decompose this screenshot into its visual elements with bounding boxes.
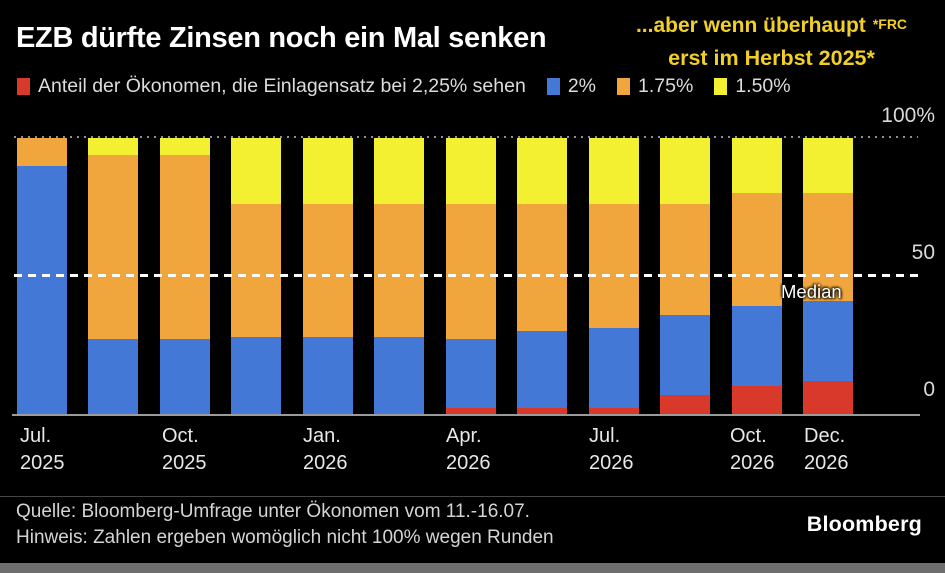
y-tick-50: 50 — [911, 241, 935, 264]
bar-segment-2 — [160, 339, 210, 414]
legend-label: Anteil der Ökonomen, die Einlagensatz be… — [38, 75, 526, 97]
bar-segment-1-75 — [17, 138, 67, 166]
bar-segment-1-75 — [160, 154, 210, 340]
legend-swatch-blue — [546, 78, 560, 95]
gridline-100-percent — [14, 136, 918, 138]
bar-segment-1-75 — [88, 154, 138, 340]
legend: Anteil der Ökonomen, die Einlagensatz be… — [17, 75, 812, 98]
bar-segment-2 — [17, 165, 67, 414]
bar-segment-anteil-der-konomen-die-einlagensatz-bei-2-25-sehen — [446, 408, 496, 414]
stacked-bar — [88, 138, 138, 414]
stacked-bar — [231, 138, 281, 414]
stacked-bar — [660, 138, 710, 414]
x-axis-label: Jul. 2025 — [20, 425, 65, 474]
legend-item-2-25-percent: Anteil der Ökonomen, die Einlagensatz be… — [17, 75, 526, 98]
annotation-line1: ...aber wenn überhaupt *FRC — [598, 10, 945, 43]
bar-segment-1-50 — [517, 138, 567, 205]
bar-segment-1-50 — [231, 138, 281, 205]
bar-segment-1-75 — [517, 204, 567, 332]
bar-segment-anteil-der-konomen-die-einlagensatz-bei-2-25-sehen — [803, 380, 853, 414]
bar-segment-1-50 — [803, 138, 853, 194]
x-axis-label: Apr. 2026 — [446, 425, 491, 474]
stacked-bar — [160, 138, 210, 414]
legend-item-1-50-percent: 1.50% — [714, 75, 791, 98]
y-tick-100: 100% — [881, 104, 935, 127]
legend-label: 1.50% — [735, 75, 791, 97]
bar-segment-2 — [660, 314, 710, 395]
bar-segment-1-50 — [732, 138, 782, 194]
x-axis-line — [12, 414, 920, 416]
annotation-line2: erst im Herbst 2025* — [668, 46, 875, 70]
bar-segment-2 — [303, 336, 353, 414]
bar-segment-1-50 — [160, 138, 210, 155]
x-axis-label: Oct. 2025 — [162, 425, 207, 474]
legend-swatch-orange — [617, 78, 631, 95]
bar-segment-1-50 — [88, 138, 138, 155]
legend-label: 1.75% — [638, 75, 694, 97]
stacked-bar — [303, 138, 353, 414]
stacked-bar — [17, 138, 67, 414]
stacked-bar — [732, 138, 782, 414]
bar-segment-2 — [589, 328, 639, 409]
bar-segment-1-75 — [803, 193, 853, 301]
bar-segment-anteil-der-konomen-die-einlagensatz-bei-2-25-sehen — [660, 394, 710, 414]
bar-segment-1-75 — [732, 193, 782, 307]
bar-segment-2 — [88, 339, 138, 414]
bar-segment-1-50 — [660, 138, 710, 205]
annotation-text: ...aber wenn überhaupt — [635, 14, 866, 37]
stacked-bar — [803, 138, 853, 414]
bar-segment-1-50 — [589, 138, 639, 205]
legend-swatch-yellow — [714, 78, 728, 95]
bar-segment-anteil-der-konomen-die-einlagensatz-bei-2-25-sehen — [732, 386, 782, 414]
bar-segment-anteil-der-konomen-die-einlagensatz-bei-2-25-sehen — [517, 408, 567, 414]
annotation: ...aber wenn überhaupt *FRC erst im Herbs… — [598, 10, 945, 74]
y-tick-0: 0 — [923, 378, 935, 401]
bar-segment-2 — [446, 339, 496, 409]
bar-segment-1-75 — [303, 204, 353, 337]
x-axis-label: Jan. 2026 — [303, 425, 348, 474]
legend-label: 2% — [567, 75, 597, 97]
bar-segment-1-50 — [446, 138, 496, 205]
bar-segment-1-75 — [589, 204, 639, 329]
stacked-bar — [374, 138, 424, 414]
bar-segment-anteil-der-konomen-die-einlagensatz-bei-2-25-sehen — [589, 408, 639, 414]
bar-segment-2 — [803, 300, 853, 381]
bar-segment-1-75 — [374, 204, 424, 337]
stacked-bar — [517, 138, 567, 414]
legend-item-1-75-percent: 1.75% — [617, 75, 693, 98]
median-dashed-line — [14, 274, 918, 277]
bar-segment-1-75 — [660, 204, 710, 315]
legend-item-2-percent: 2% — [546, 75, 597, 98]
stacked-bar — [446, 138, 496, 414]
bar-segment-1-50 — [374, 138, 424, 205]
bar-segment-2 — [517, 331, 567, 409]
note-text: Hinweis: Zahlen ergeben womöglich nicht … — [16, 527, 554, 548]
x-axis-label: Jul. 2026 — [589, 425, 634, 474]
x-axis-label: Dec. 2026 — [804, 425, 849, 474]
annotation-footnote-marker: *FRC — [872, 16, 908, 32]
footer-separator — [0, 496, 945, 497]
bar-segment-1-50 — [303, 138, 353, 205]
bottom-strip — [0, 563, 945, 573]
bar-segment-2 — [231, 336, 281, 414]
bar-segment-1-75 — [231, 204, 281, 337]
median-label: Median — [781, 281, 842, 302]
bloomberg-logo: Bloomberg — [806, 512, 922, 536]
legend-swatch-red — [17, 78, 30, 95]
source-text: Quelle: Bloomberg-Umfrage unter Ökonomen… — [16, 501, 530, 522]
bar-segment-2 — [374, 336, 424, 414]
x-axis-label: Oct. 2026 — [730, 425, 775, 474]
stacked-bar — [589, 138, 639, 414]
bar-segment-2 — [732, 306, 782, 387]
bar-segment-1-75 — [446, 204, 496, 340]
page-title: EZB dürfte Zinsen noch ein Mal senken — [16, 22, 547, 54]
